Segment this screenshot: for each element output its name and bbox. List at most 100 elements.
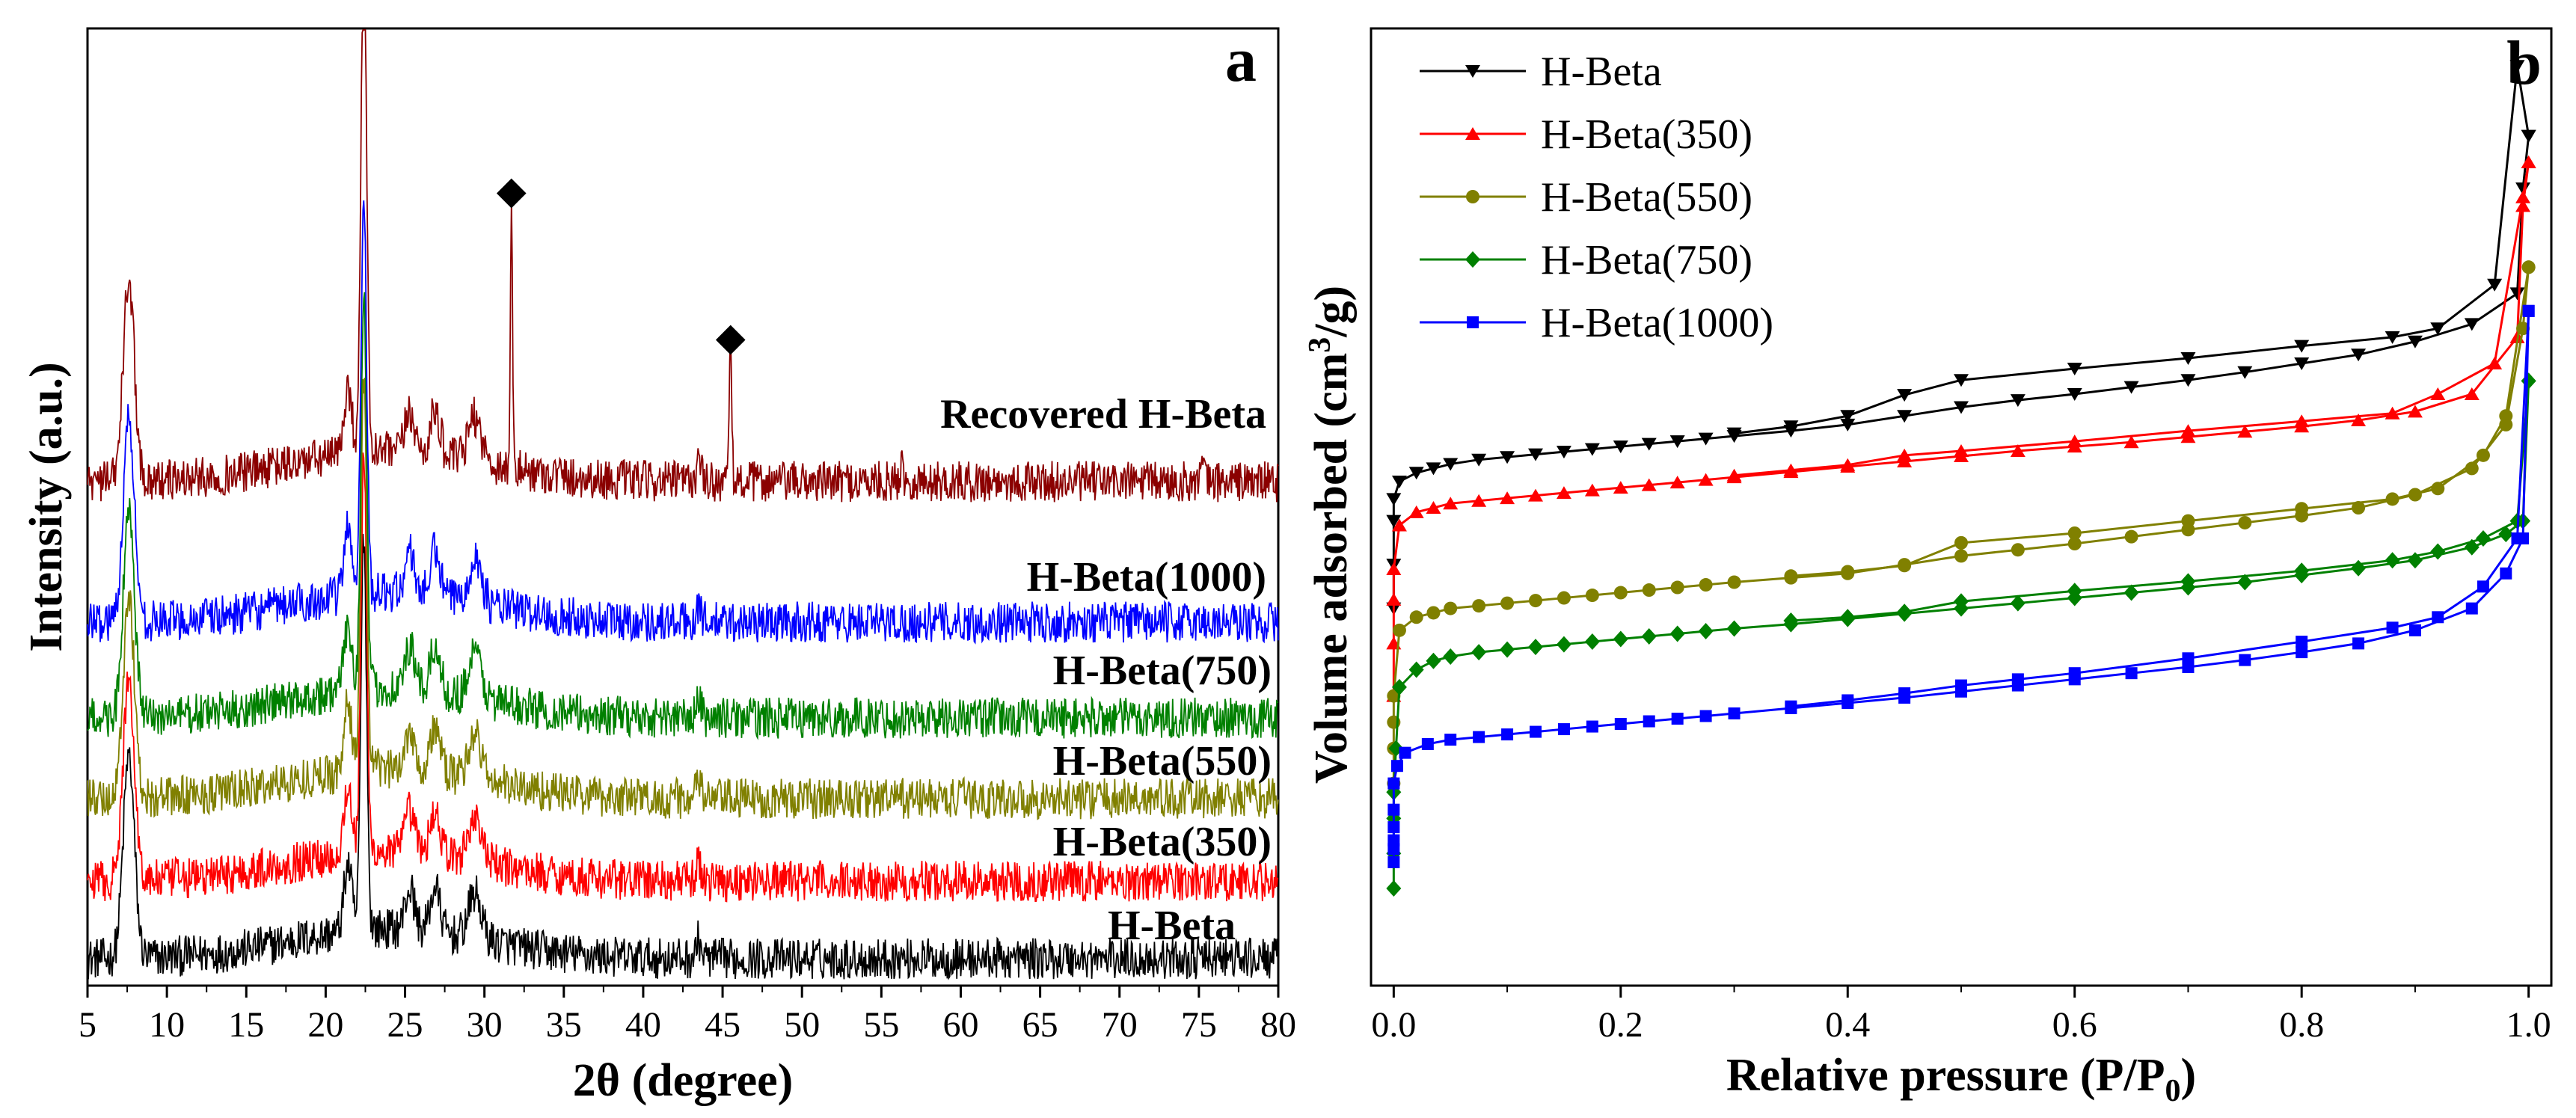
xrd-series-2	[87, 378, 1279, 820]
xrd-x-tick-label: 15	[228, 1005, 264, 1045]
isotherm-point	[1669, 476, 1685, 489]
isotherm-point	[1726, 427, 1742, 440]
isotherm-point	[1465, 65, 1480, 78]
isotherm-point	[1613, 630, 1628, 648]
isotherm-point	[1898, 687, 1911, 700]
isotherm-point	[1500, 641, 1515, 658]
isotherm-point	[1528, 448, 1544, 461]
legend-item: H-Beta(1000)	[1420, 300, 1773, 346]
xrd-x-tick-label: 45	[705, 1005, 740, 1045]
xrd-peak-markers: ◆◆	[497, 170, 746, 359]
xrd-x-tick-label: 65	[1022, 1005, 1058, 1045]
isotherm-point	[1954, 401, 1969, 414]
isotherm-point	[2295, 502, 2309, 516]
isotherm-point	[2125, 667, 2138, 680]
isotherm-point	[1641, 628, 1657, 645]
isotherm-point	[1698, 623, 1714, 640]
isotherm-point	[1783, 420, 1799, 434]
isotherm-point	[1421, 737, 1434, 750]
isotherm-point	[1443, 648, 1459, 665]
legend-label: H-Beta(1000)	[1541, 300, 1773, 346]
isotherm-point	[1641, 478, 1657, 491]
isotherm-y-axis-title: Volume adsorbed (cm3/g)	[1303, 286, 1357, 784]
isotherm-point	[2123, 584, 2139, 601]
isotherm-plot-frame	[1370, 27, 2553, 987]
isotherm-point	[1641, 437, 1657, 451]
isotherm-point	[1471, 644, 1487, 661]
isotherm-point	[1530, 725, 1542, 738]
isotherm-point	[2465, 602, 2478, 615]
isotherm-point	[1898, 559, 1912, 573]
isotherm-series-4	[1387, 304, 2535, 868]
isotherm-point	[2430, 543, 2446, 560]
xrd-x-axis-title: 2θ (degree)	[573, 1055, 794, 1106]
isotherm-point	[2521, 260, 2536, 274]
isotherm-point	[2296, 636, 2308, 648]
isotherm-point	[1471, 453, 1487, 467]
isotherm-point	[2408, 488, 2422, 502]
xrd-series-1	[87, 452, 1279, 903]
legend-item: H-Beta(750)	[1420, 237, 1752, 283]
isotherm-point	[2123, 381, 2139, 394]
isotherm-point	[2180, 424, 2196, 437]
isotherm-adsorption-line	[1392, 267, 2530, 784]
isotherm-point	[1408, 505, 1424, 518]
isotherm-point	[1783, 612, 1799, 629]
isotherm-x-axis-ticks: 0.0 0.2 0.4 0.6 0.8 1.0	[1371, 986, 2551, 1045]
isotherm-point	[2385, 331, 2400, 344]
isotherm-point	[2475, 530, 2491, 547]
isotherm-point	[2180, 351, 2196, 365]
isotherm-point	[2385, 492, 2399, 506]
isotherm-point	[2487, 357, 2503, 369]
isotherm-point	[2522, 304, 2535, 317]
isotherm-point	[2521, 372, 2536, 390]
isotherm-point	[2238, 515, 2252, 529]
legend-label: H-Beta	[1541, 49, 1662, 95]
isotherm-x-tick-label: 0.0	[1371, 1005, 1416, 1045]
isotherm-x-tick-label: 0.8	[2279, 1005, 2324, 1045]
isotherm-point	[1726, 468, 1742, 482]
isotherm-point	[1466, 190, 1479, 203]
isotherm-x-axis-title-end: )	[2180, 1050, 2196, 1101]
isotherm-point	[1529, 594, 1543, 608]
isotherm-point	[2067, 526, 2082, 540]
isotherm-point	[1613, 481, 1628, 494]
isotherm-point	[1643, 715, 1655, 728]
isotherm-point	[1528, 488, 1544, 502]
isotherm-point	[2010, 444, 2025, 457]
isotherm-point	[1613, 440, 1628, 454]
isotherm-point	[2521, 155, 2536, 168]
isotherm-point	[1954, 535, 1968, 550]
isotherm-point	[1387, 821, 1400, 834]
xrd-series-label: H-Beta(550)	[1053, 738, 1272, 784]
isotherm-point	[1391, 518, 1407, 532]
isotherm-point	[1586, 720, 1598, 733]
isotherm-point	[1467, 316, 1479, 328]
isotherm-point	[1500, 491, 1515, 505]
isotherm-y-axis-title-sup: 3	[1303, 337, 1337, 353]
isotherm-point	[1386, 592, 1402, 606]
xrd-series-group	[87, 29, 1279, 980]
isotherm-point	[2464, 318, 2480, 331]
isotherm-point	[2067, 583, 2082, 600]
isotherm-point	[1386, 515, 1402, 528]
isotherm-point	[1465, 251, 1480, 268]
isotherm-point	[2010, 595, 2025, 612]
isotherm-point	[1390, 760, 1403, 773]
xrd-peak-marker: ◆	[497, 170, 527, 212]
isotherm-point	[2011, 673, 2024, 686]
legend-item: H-Beta(550)	[1420, 174, 1752, 221]
isotherm-point	[1387, 803, 1400, 816]
isotherm-x-tick-label: 0.2	[1598, 1005, 1643, 1045]
xrd-series-0	[87, 533, 1279, 980]
xrd-x-tick-label: 35	[546, 1005, 582, 1045]
legend-label: H-Beta(550)	[1541, 174, 1752, 221]
legend-item: H-Beta	[1420, 49, 1662, 95]
isotherm-point	[1897, 603, 1913, 621]
isotherm-desorption-line	[1734, 65, 2530, 435]
isotherm-point	[1841, 565, 1855, 579]
isotherm-point	[1897, 389, 1913, 402]
isotherm-point	[2511, 532, 2524, 544]
isotherm-point	[1556, 636, 1571, 653]
